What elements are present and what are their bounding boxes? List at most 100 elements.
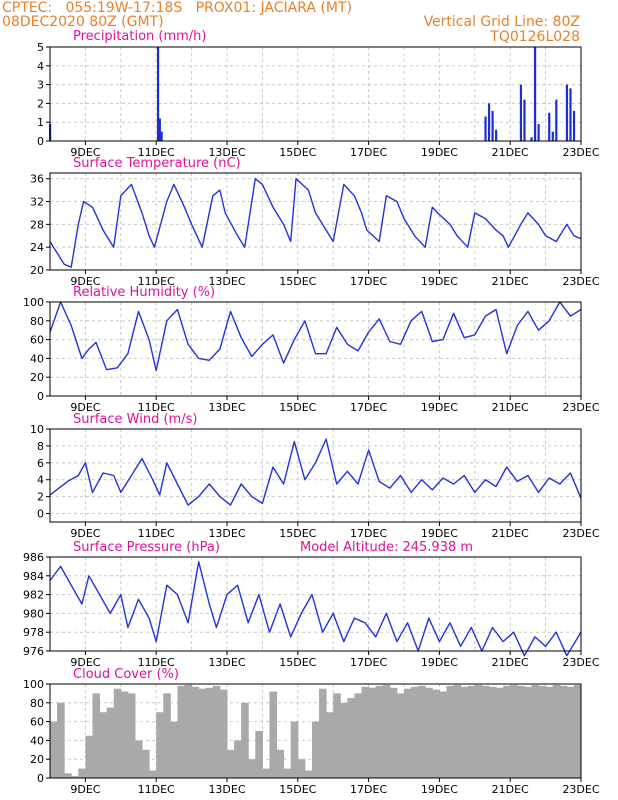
- y-tick-label: 982: [23, 589, 44, 602]
- y-tick-label: 6: [37, 457, 44, 470]
- y-tick-label: 1: [37, 116, 44, 129]
- precip-bar: [158, 118, 161, 141]
- cloud-bar: [510, 684, 518, 778]
- cloud-bar: [156, 712, 164, 778]
- y-tick-label: 100: [23, 678, 44, 691]
- cloud-bar: [262, 768, 270, 778]
- cloud-bar: [425, 687, 433, 778]
- y-tick-label: 0: [37, 390, 44, 403]
- cloud-bar: [524, 686, 532, 778]
- cloud-bar: [573, 684, 582, 778]
- x-tick-label: 23DEC: [562, 656, 599, 669]
- precip-bar: [484, 116, 487, 141]
- cloud-bar: [354, 693, 363, 778]
- x-tick-label: 9DEC: [70, 527, 100, 540]
- x-tick-label: 17DEC: [350, 275, 387, 288]
- plot-frame: [49, 428, 582, 523]
- cloud-bar: [304, 770, 313, 778]
- y-tick-label: 980: [23, 607, 44, 620]
- cloud-bar: [389, 687, 398, 778]
- plot-frame: [49, 683, 582, 779]
- cloud-bar: [496, 687, 504, 778]
- y-tick-label: 40: [30, 734, 44, 747]
- x-tick-label: 17DEC: [350, 656, 387, 669]
- x-tick-label: 9DEC: [70, 401, 100, 414]
- panel-title: Relative Humidity (%): [73, 285, 215, 300]
- cloud-bar: [134, 740, 143, 778]
- y-tick-label: 976: [23, 645, 44, 658]
- precip-bar: [495, 129, 498, 141]
- cloud-bar: [552, 684, 561, 778]
- x-tick-label: 13DEC: [208, 146, 245, 159]
- cloud-bar: [170, 721, 178, 778]
- y-tick-label: 3: [37, 79, 44, 92]
- cloud-bar: [191, 686, 200, 778]
- precip-bar: [548, 112, 551, 141]
- cloud-bar: [297, 759, 306, 778]
- cloud-bar: [113, 688, 122, 778]
- precip-bar: [537, 124, 540, 141]
- x-tick-label: 17DEC: [350, 401, 387, 414]
- cloud-bar: [375, 685, 384, 778]
- x-tick-label: 21DEC: [492, 275, 529, 288]
- y-tick-label: 80: [30, 697, 44, 710]
- x-tick-label: 23DEC: [562, 146, 599, 159]
- cloud-bar: [467, 685, 476, 778]
- series-line: [49, 561, 582, 657]
- cloud-bar: [319, 688, 327, 778]
- y-tick-label: 10: [30, 423, 44, 436]
- cloud-bar: [127, 693, 136, 778]
- cloud-bar: [163, 693, 171, 778]
- cloud-bar: [205, 687, 214, 778]
- cloud-bar: [198, 688, 207, 778]
- y-tick-label: 0: [37, 135, 44, 148]
- x-tick-label: 13DEC: [208, 275, 245, 288]
- header-date: 08DEC2020 80Z (GMT): [2, 14, 164, 30]
- panel-title: Surface Pressure (hPa): [73, 540, 220, 555]
- cloud-bar: [446, 685, 455, 778]
- x-tick-label: 19DEC: [421, 527, 458, 540]
- panel-title: Surface Temperature (nC): [73, 156, 241, 171]
- cloud-bar: [460, 686, 469, 778]
- cloud-bar: [340, 702, 348, 778]
- x-tick-label: 23DEC: [562, 783, 599, 796]
- cloud-bar: [234, 740, 242, 778]
- cloud-bar: [311, 721, 320, 778]
- cloud-bar: [106, 707, 115, 778]
- precip-bar: [572, 110, 576, 141]
- x-tick-label: 13DEC: [208, 527, 245, 540]
- cloud-bar: [361, 686, 370, 778]
- cloud-bar: [453, 684, 462, 778]
- cloud-bar: [368, 687, 377, 778]
- x-tick-label: 11DEC: [138, 401, 175, 414]
- y-tick-label: 100: [23, 296, 44, 309]
- header-grid-note: Vertical Grid Line: 80Z: [423, 14, 580, 30]
- y-tick-label: 2: [37, 491, 44, 504]
- precip-bar: [487, 103, 491, 141]
- x-tick-label: 23DEC: [562, 527, 599, 540]
- y-tick-label: 984: [23, 570, 44, 583]
- x-tick-label: 21DEC: [492, 783, 529, 796]
- cloud-bar: [71, 776, 79, 778]
- panel-title: Surface Wind (m/s): [73, 412, 197, 427]
- x-tick-label: 21DEC: [492, 527, 529, 540]
- series-line: [49, 178, 582, 268]
- y-tick-label: 32: [30, 196, 44, 209]
- x-tick-label: 21DEC: [492, 401, 529, 414]
- cloud-bar: [227, 749, 235, 778]
- x-tick-label: 19DEC: [421, 783, 458, 796]
- cloud-bar: [531, 684, 540, 778]
- cloud-bar: [276, 749, 285, 778]
- cloud-bar: [545, 686, 554, 778]
- x-tick-label: 11DEC: [138, 146, 175, 159]
- header-model-id: TQ0126L028: [490, 29, 580, 45]
- x-tick-label: 17DEC: [350, 783, 387, 796]
- x-tick-label: 15DEC: [279, 527, 316, 540]
- cloud-bar: [177, 685, 186, 778]
- x-tick-label: 9DEC: [70, 146, 100, 159]
- x-tick-label: 17DEC: [350, 527, 387, 540]
- x-tick-label: 11DEC: [138, 783, 175, 796]
- cloud-bar: [64, 773, 72, 778]
- x-tick-label: 9DEC: [70, 783, 100, 796]
